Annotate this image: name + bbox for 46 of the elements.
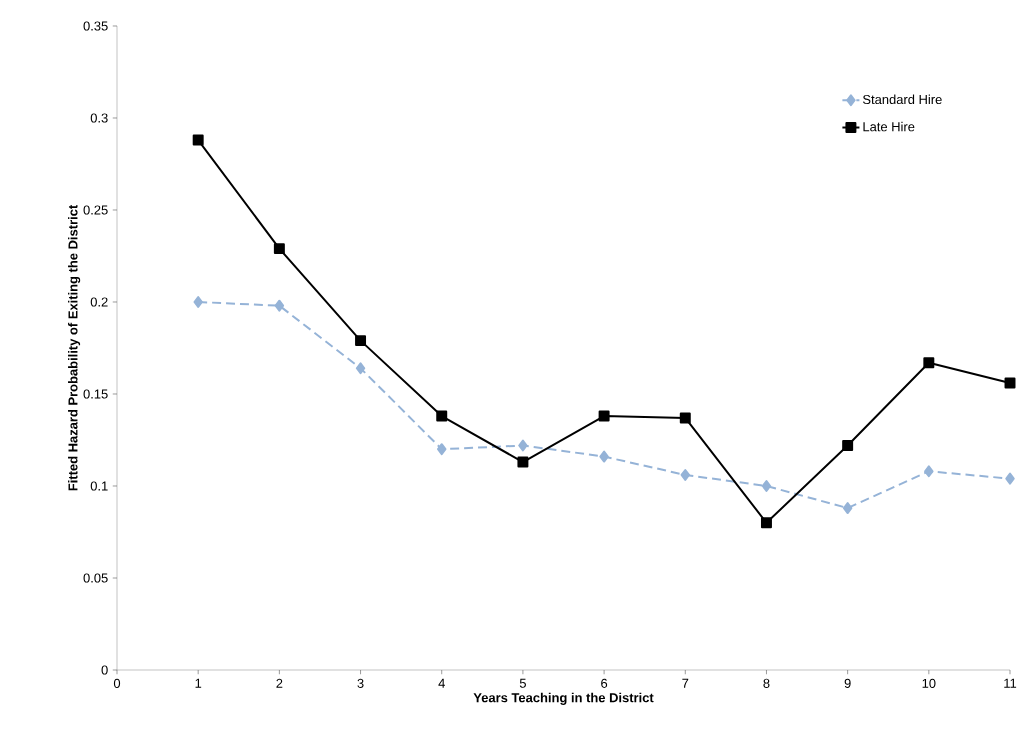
point — [436, 410, 448, 422]
point — [437, 443, 447, 456]
point — [924, 465, 934, 478]
x-tick-label: 9 — [844, 678, 851, 688]
x-tick-label: 4 — [438, 678, 445, 688]
point — [355, 335, 367, 347]
point — [1005, 472, 1015, 485]
point — [842, 440, 854, 451]
x-tick-label: 8 — [763, 678, 770, 688]
x-axis-title: Years Teaching in the District — [473, 692, 654, 705]
legend-label: Standard Hire — [863, 94, 942, 105]
y-tick-label: 0.35 — [83, 21, 108, 31]
x-tick-label: 3 — [357, 678, 364, 688]
x-tick-label: 10 — [922, 678, 936, 688]
legend-label: Late Hire — [863, 121, 915, 132]
x-tick-label: 6 — [601, 678, 608, 688]
x-tick-label: 5 — [519, 678, 526, 688]
x-tick-label: 0 — [113, 678, 121, 688]
x-tick-label: 7 — [682, 678, 689, 688]
point — [193, 296, 203, 308]
point — [517, 456, 529, 468]
point — [518, 439, 528, 452]
point — [273, 243, 285, 255]
x-tick-label: 2 — [276, 678, 283, 688]
point — [680, 468, 691, 481]
point — [761, 480, 772, 492]
point — [760, 517, 772, 529]
point — [599, 450, 609, 463]
y-axis-title: Fitted Hazard Probability of Exiting the District — [68, 204, 81, 491]
point — [679, 412, 691, 424]
x-tick-label: 11 — [1004, 678, 1017, 688]
y-tick-label: 0.1 — [90, 481, 108, 491]
y-tick-label: 0.3 — [90, 113, 108, 123]
point — [1004, 377, 1016, 389]
y-tick-label: 0.2 — [90, 297, 108, 307]
point — [355, 362, 366, 375]
point — [274, 299, 285, 312]
y-tick-label: 0.25 — [83, 205, 108, 215]
point — [598, 410, 610, 422]
point — [192, 134, 204, 146]
x-tick-label: 1 — [195, 678, 202, 688]
point — [923, 357, 935, 369]
y-tick-label: 0.05 — [83, 573, 108, 583]
y-tick-label: 0 — [101, 665, 108, 675]
point — [842, 502, 853, 515]
y-tick-label: 0.15 — [83, 389, 108, 399]
